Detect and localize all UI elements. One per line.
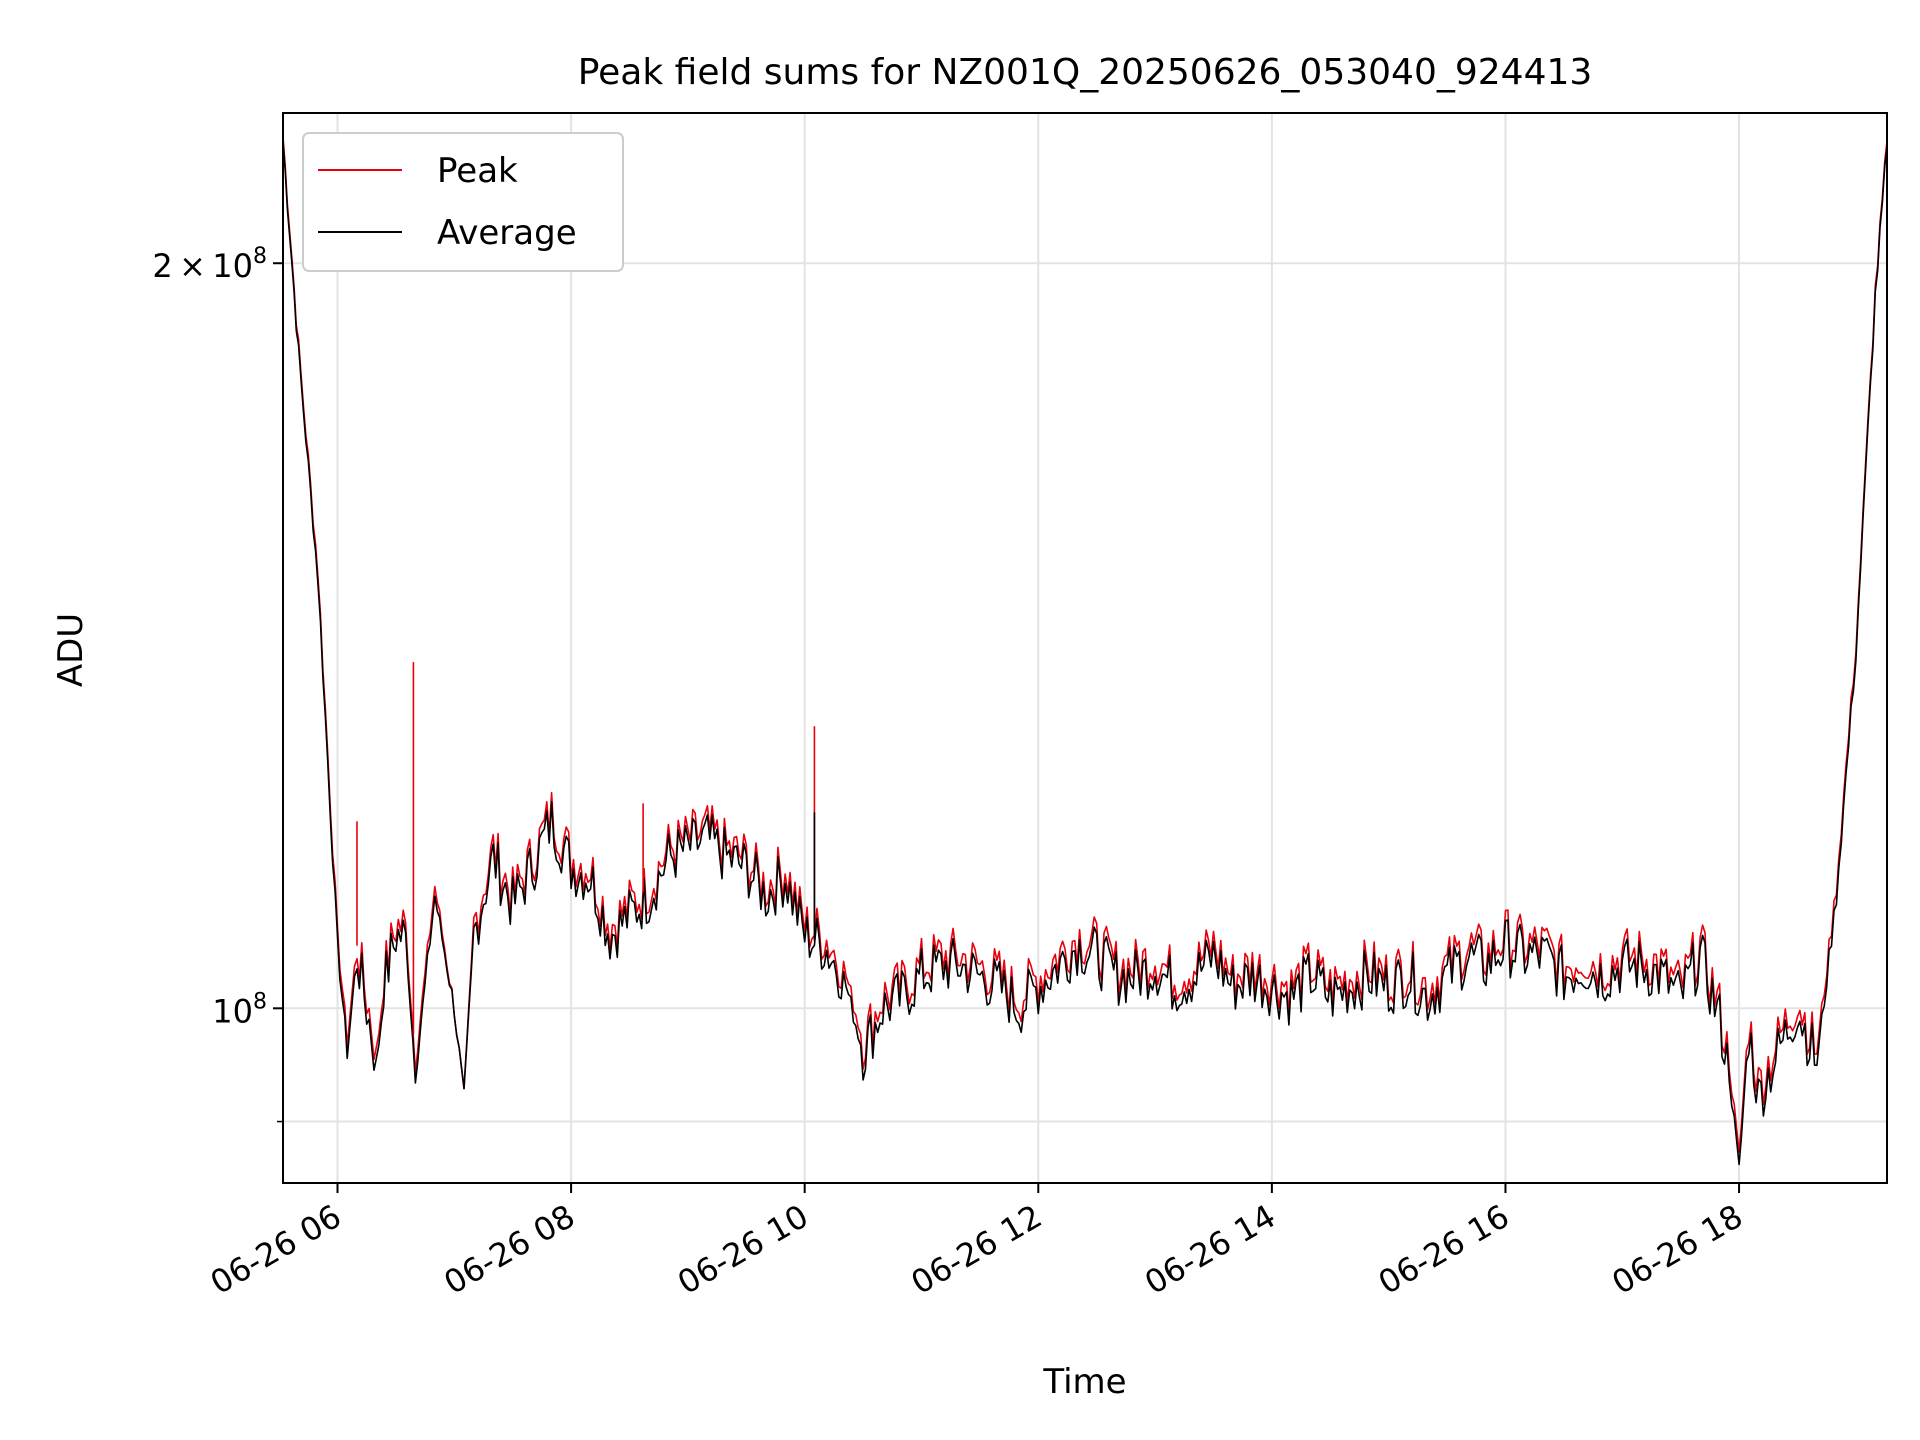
y-axis-label: ADU (51, 613, 91, 687)
series-line-average (282, 141, 1888, 1166)
legend-box (302, 132, 624, 272)
plot-frame (282, 112, 1888, 1184)
legend: Peak Average (302, 132, 624, 272)
plot-series (282, 136, 1888, 1166)
legend-label-average: Average (437, 213, 577, 253)
x-axis-label: Time (1042, 1362, 1126, 1402)
legend-label-peak: Peak (437, 151, 518, 191)
y-axis-ticks: 108 2 × 108 (152, 244, 283, 1123)
chart-title: Peak field sums for NZ001Q_20250626_0530… (578, 52, 1593, 93)
y-tick-exponent: 8 (253, 244, 267, 269)
y-tick-label: 108 (212, 989, 267, 1030)
y-tick-exponent: 8 (253, 989, 267, 1014)
y-tick-label: 2 × 108 (152, 244, 267, 285)
